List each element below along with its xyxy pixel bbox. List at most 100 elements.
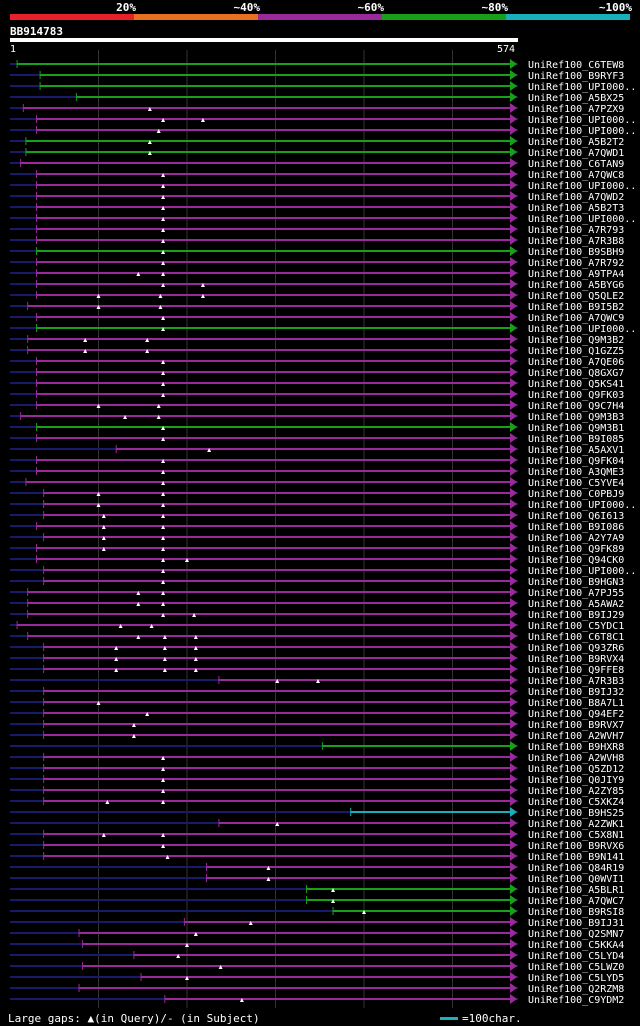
hit-label: UniRef100_B9RVX7 (528, 720, 624, 731)
hit-arrow (510, 125, 517, 135)
legend-segment (382, 14, 506, 20)
hit-label: UniRef100_B9IJ32 (528, 687, 624, 698)
gap-marker (161, 239, 166, 243)
hit-arrow (510, 510, 517, 520)
hit-arrow (510, 378, 517, 388)
hit-label: UniRef100_B9SBH9 (528, 247, 624, 258)
gap-marker (158, 305, 163, 309)
hit-arrow (510, 994, 517, 1004)
legend-label: ~80% (481, 1, 509, 14)
hit-label: UniRef100_Q0JIY9 (528, 775, 624, 786)
gap-marker (162, 668, 167, 672)
gap-marker (83, 338, 88, 342)
gap-marker (96, 305, 101, 309)
gap-marker (161, 261, 166, 265)
gap-marker (200, 283, 205, 287)
hit-label: UniRef100_B9IJ29 (528, 610, 624, 621)
hit-arrow (510, 906, 517, 916)
gap-marker (161, 800, 166, 804)
gap-marker (156, 129, 161, 133)
gap-marker (162, 657, 167, 661)
hit-label: UniRef100_A7R793 (528, 225, 624, 236)
gap-marker (161, 283, 166, 287)
hit-label: UniRef100_A5BYG6 (528, 280, 624, 291)
hit-arrow (510, 653, 517, 663)
hit-label: UniRef100_B9HXR8 (528, 742, 624, 753)
hit-label: UniRef100_C5KKA4 (528, 940, 624, 951)
hit-label: UniRef100_UPI000.. (528, 181, 636, 192)
hit-label: UniRef100_A7R3B3 (528, 676, 624, 687)
hit-arrow (510, 642, 517, 652)
gap-marker (161, 569, 166, 573)
hit-label: UniRef100_Q9FK03 (528, 390, 624, 401)
hit-arrow (510, 290, 517, 300)
hit-label: UniRef100_UPI000.. (528, 214, 636, 225)
hit-label: UniRef100_UPI000.. (528, 82, 636, 93)
gap-marker (156, 404, 161, 408)
hit-arrow (510, 466, 517, 476)
gap-marker (161, 767, 166, 771)
hit-label: UniRef100_B9RSI8 (528, 907, 624, 918)
hit-label: UniRef100_C5XKZ4 (528, 797, 624, 808)
gap-marker (275, 679, 280, 683)
hit-arrow (510, 433, 517, 443)
hit-label: UniRef100_A2WVH7 (528, 731, 624, 742)
hit-arrow (510, 719, 517, 729)
gap-marker (193, 657, 198, 661)
hit-arrow (510, 224, 517, 234)
hit-arrow (510, 180, 517, 190)
hit-label: UniRef100_Q84R19 (528, 863, 624, 874)
gap-marker (114, 668, 119, 672)
gap-marker (161, 184, 166, 188)
gap-marker (96, 294, 101, 298)
hit-label: UniRef100_UPI000.. (528, 500, 636, 511)
hit-label: UniRef100_B9I085 (528, 434, 624, 445)
gap-marker (96, 503, 101, 507)
hit-arrow (510, 928, 517, 938)
hit-arrow (510, 246, 517, 256)
gap-marker (200, 294, 205, 298)
hit-arrow (510, 950, 517, 960)
hit-label: UniRef100_B9RYF3 (528, 71, 624, 82)
gap-marker (161, 503, 166, 507)
gap-marker (161, 118, 166, 122)
hit-arrow (510, 763, 517, 773)
gap-marker (161, 393, 166, 397)
hit-label: UniRef100_A7QE06 (528, 357, 624, 368)
hit-arrow (510, 400, 517, 410)
query-id: BB914783 (10, 25, 63, 38)
hit-label: UniRef100_A2ZWK1 (528, 819, 624, 830)
hit-label: UniRef100_Q9M3B2 (528, 335, 624, 346)
scale-end-label: 574 (497, 44, 516, 55)
hit-label: UniRef100_A9TPA4 (528, 269, 624, 280)
hit-arrow (510, 620, 517, 630)
gap-marker (136, 602, 141, 606)
gap-marker (161, 613, 166, 617)
hit-arrow (510, 708, 517, 718)
gap-marker (101, 525, 106, 529)
hit-arrow (510, 411, 517, 421)
hit-label: UniRef100_UPI000.. (528, 566, 636, 577)
hit-arrow (510, 499, 517, 509)
gap-marker (185, 976, 190, 980)
hit-arrow (510, 345, 517, 355)
hit-arrow (510, 92, 517, 102)
hit-label: UniRef100_A2ZY85 (528, 786, 624, 797)
hit-label: UniRef100_Q0WVI1 (528, 874, 624, 885)
gap-marker (118, 624, 123, 628)
gap-marker (193, 646, 198, 650)
identity-legend-bar (10, 14, 630, 20)
hit-arrow (510, 114, 517, 124)
hit-arrow (510, 554, 517, 564)
hit-label: UniRef100_A5AWA2 (528, 599, 624, 610)
gap-marker (149, 624, 154, 628)
hit-arrow (510, 191, 517, 201)
hit-arrow (510, 422, 517, 432)
hit-label: UniRef100_Q9FK04 (528, 456, 624, 467)
hit-arrow (510, 213, 517, 223)
gap-marker (161, 327, 166, 331)
gap-marker (101, 547, 106, 551)
gap-marker (145, 712, 150, 716)
gap-marker (161, 426, 166, 430)
hit-label: UniRef100_Q1GZZ5 (528, 346, 624, 357)
